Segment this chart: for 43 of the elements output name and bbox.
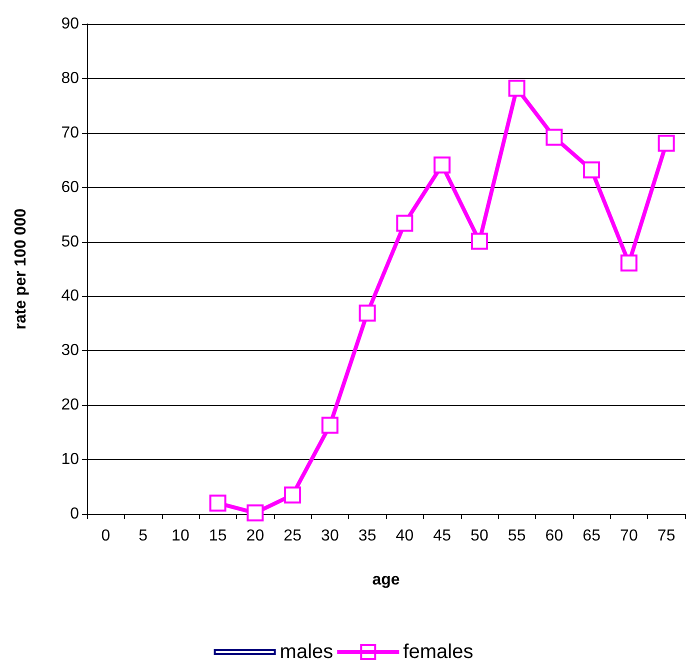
x-tick-label: 45: [433, 528, 452, 544]
legend-label: males: [280, 641, 334, 663]
point: [583, 161, 600, 178]
x-tick-label: 30: [321, 528, 339, 544]
y-axis-title: rate per 100 000: [12, 208, 30, 330]
point: [246, 504, 264, 522]
x-tick-label: 35: [358, 528, 376, 544]
legend-label: females: [403, 641, 474, 663]
y-tick-label: 10: [61, 451, 80, 468]
point: [396, 214, 414, 232]
x-tick-label: 50: [470, 528, 488, 544]
x-tick-label: 70: [620, 528, 638, 544]
point: [434, 156, 451, 174]
point: [321, 416, 338, 434]
point: [658, 134, 675, 152]
x-axis-title: age: [372, 572, 400, 588]
y-tick-label: 0: [70, 506, 80, 522]
y-tick-label: 70: [61, 124, 80, 142]
point: [620, 254, 638, 272]
y-tick-label: 20: [61, 396, 80, 414]
x-tick-label: 60: [545, 528, 564, 544]
point: [546, 128, 563, 146]
point: [358, 304, 376, 322]
x-tick-label: 75: [657, 528, 676, 544]
x-tick-label: 20: [246, 528, 264, 544]
x-tick-label: 25: [284, 528, 302, 544]
point: [209, 494, 226, 512]
y-tick-label: 80: [61, 70, 80, 87]
point: [470, 232, 488, 250]
x-tick-label: 5: [138, 528, 148, 544]
x-tick-label: 40: [396, 528, 414, 544]
point: [284, 486, 302, 504]
point: [508, 80, 526, 97]
y-tick-label: 40: [61, 288, 80, 305]
x-tick-label: 65: [582, 528, 601, 544]
y-tick-label: 60: [61, 178, 80, 196]
x-tick-label: 0: [101, 528, 110, 544]
y-tick-label: 90: [61, 16, 80, 32]
y-tick-label: 30: [61, 342, 80, 360]
y-tick-label: 50: [61, 233, 80, 250]
x-tick-label: 15: [208, 528, 227, 544]
x-tick-label: 10: [172, 528, 190, 544]
x-tick-label: 55: [508, 528, 526, 544]
